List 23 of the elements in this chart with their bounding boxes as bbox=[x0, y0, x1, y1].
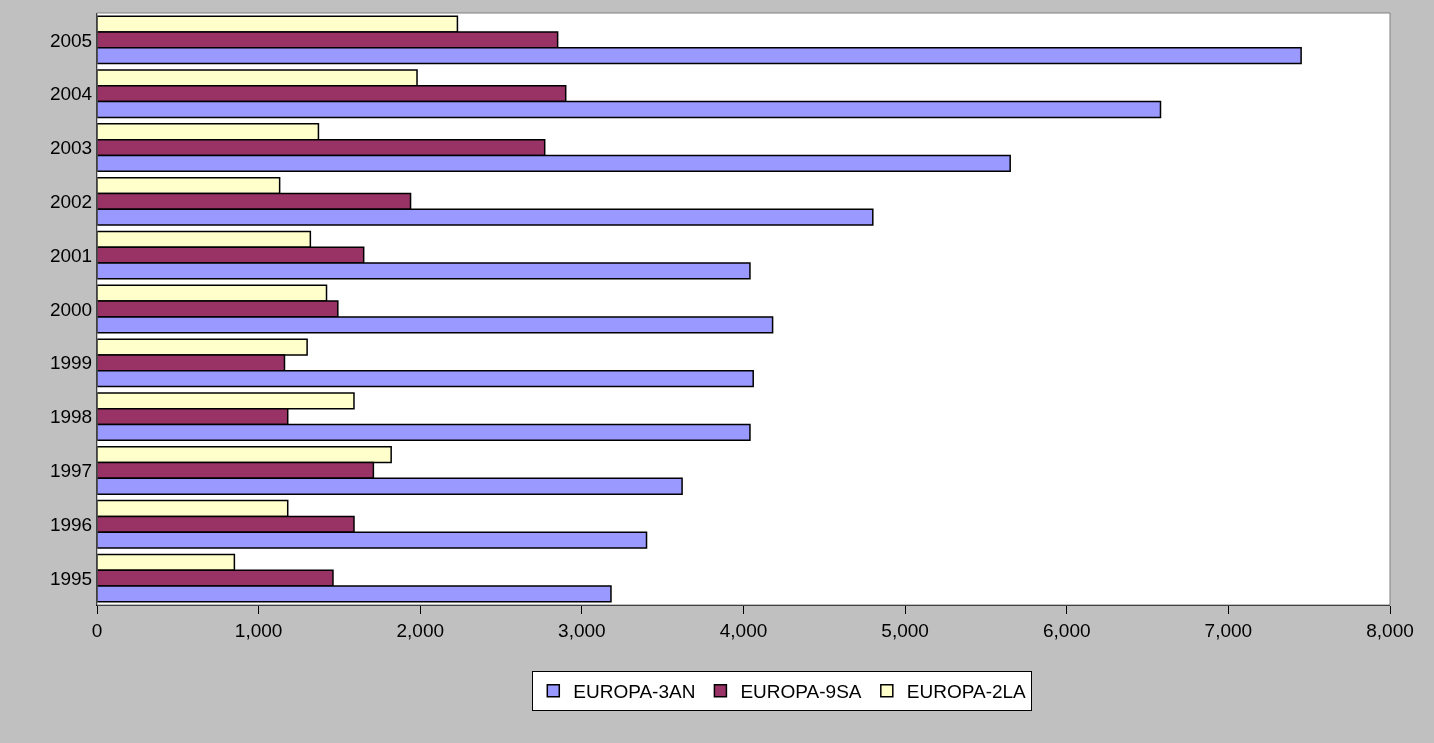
x-tick-label: 5,000 bbox=[881, 619, 929, 641]
x-tick-label: 2,000 bbox=[396, 619, 445, 641]
x-tick-label: 3,000 bbox=[558, 619, 606, 641]
y-tick-label: 1998 bbox=[49, 406, 93, 428]
y-tick-label: 2005 bbox=[49, 29, 93, 51]
y-tick-label: 1997 bbox=[49, 460, 93, 482]
x-tick-label: 7,000 bbox=[1204, 619, 1253, 641]
y-tick-label: 2001 bbox=[49, 244, 93, 266]
x-tick-label: 4,000 bbox=[719, 619, 768, 641]
y-tick-label: 2003 bbox=[49, 137, 93, 159]
legend-label: EUROPA-3AN bbox=[573, 681, 696, 703]
x-tick-label: 0 bbox=[91, 619, 103, 641]
y-tick-label: 1999 bbox=[49, 352, 93, 374]
x-tick-label: 8,000 bbox=[1366, 619, 1414, 641]
x-tick-label: 6,000 bbox=[1042, 619, 1091, 641]
x-tick-label: 1,000 bbox=[234, 619, 283, 641]
y-tick-label: 1996 bbox=[49, 513, 93, 535]
y-tick-label: 2004 bbox=[49, 83, 93, 105]
y-tick-label: 2000 bbox=[49, 298, 93, 320]
y-tick-label: 2002 bbox=[49, 191, 93, 213]
legend-label: EUROPA-9SA bbox=[740, 681, 862, 703]
y-tick-label: 1995 bbox=[49, 567, 93, 589]
legend-label: EUROPA-2LA bbox=[906, 681, 1027, 703]
